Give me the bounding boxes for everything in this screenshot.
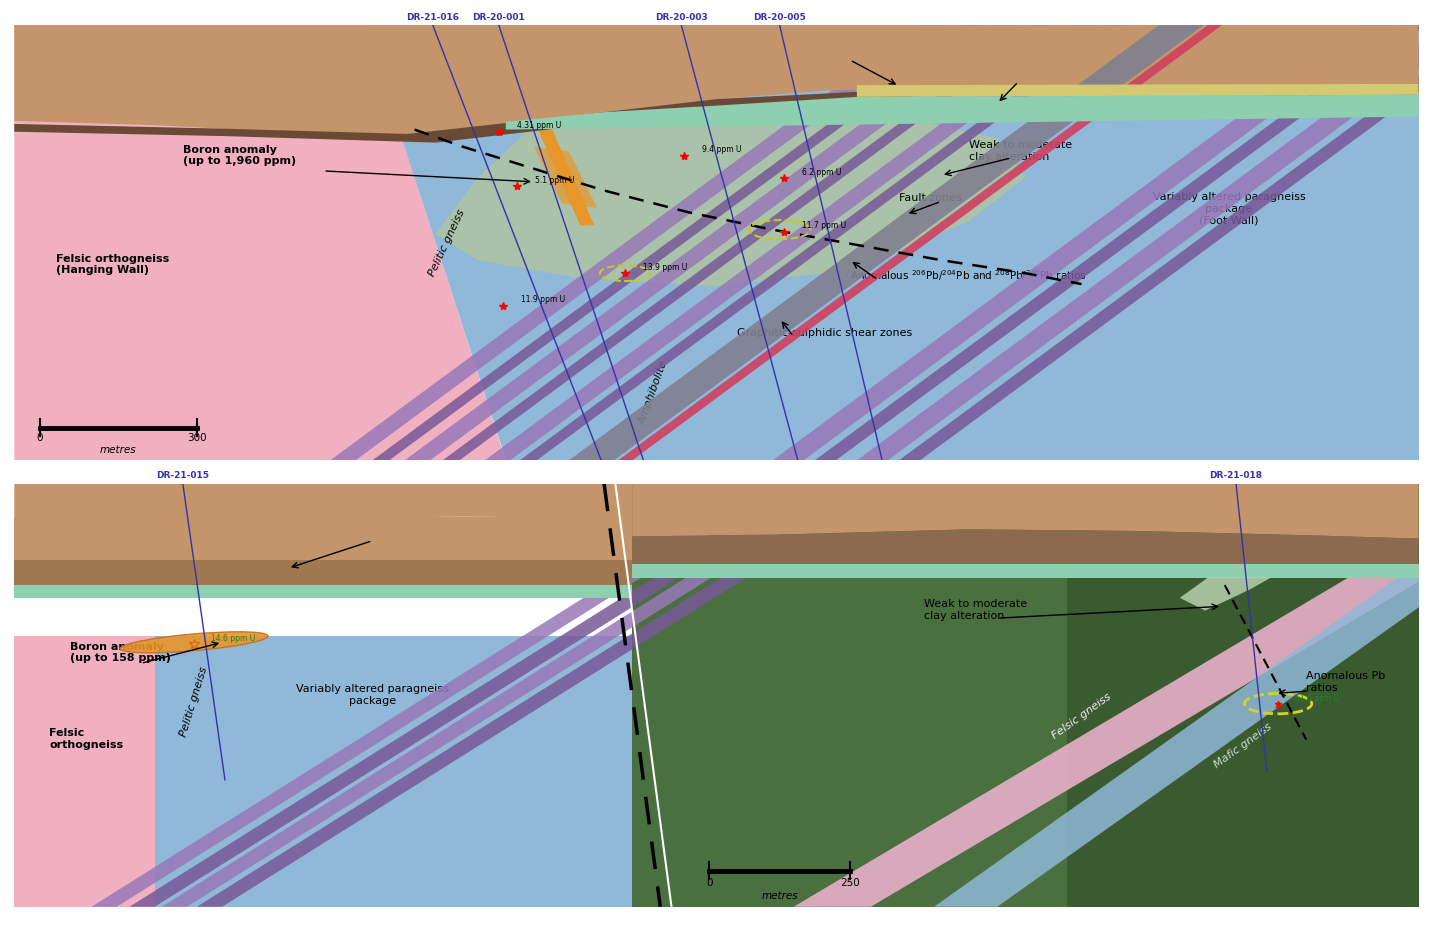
Text: Felsic gneiss: Felsic gneiss	[1050, 692, 1113, 741]
Text: DR-20-003: DR-20-003	[655, 13, 708, 21]
Text: 6.2 ppm U: 6.2 ppm U	[802, 167, 841, 177]
Polygon shape	[14, 517, 632, 560]
Text: WARRIOR CORRIDOR: WARRIOR CORRIDOR	[179, 485, 340, 499]
Polygon shape	[815, 25, 1426, 460]
Text: Graphitic-sulphidic shear zones: Graphitic-sulphidic shear zones	[738, 328, 912, 339]
Text: DR-20-001: DR-20-001	[472, 13, 525, 21]
Polygon shape	[1067, 578, 1419, 907]
Text: 61.0 ppm U: 61.0 ppm U	[1296, 694, 1340, 703]
Text: NE: NE	[1379, 38, 1397, 51]
Polygon shape	[14, 516, 632, 570]
Text: Winnipegosis Fm: Winnipegosis Fm	[1165, 65, 1260, 75]
Text: Diamictite: Diamictite	[664, 544, 721, 554]
Text: Variably altered paragneiss
package
(Foot Wall): Variably altered paragneiss package (Foo…	[1153, 192, 1306, 225]
Polygon shape	[14, 84, 1419, 142]
Text: Glacial overburden: Glacial overburden	[664, 508, 769, 517]
Text: DR-21-016: DR-21-016	[406, 13, 459, 21]
Text: Pelitic gneiss: Pelitic gneiss	[428, 207, 466, 278]
Polygon shape	[14, 25, 1419, 139]
Polygon shape	[130, 484, 829, 907]
Text: Felsic
orthogneiss: Felsic orthogneiss	[50, 728, 123, 751]
Polygon shape	[14, 636, 232, 907]
Text: 13.9 ppm U: 13.9 ppm U	[644, 262, 688, 272]
Polygon shape	[330, 25, 945, 460]
Polygon shape	[533, 147, 598, 208]
Text: 4.31 ppm U: 4.31 ppm U	[518, 121, 562, 130]
Text: metres: metres	[761, 891, 798, 901]
Text: 250: 250	[839, 878, 859, 887]
Text: 11.7 ppm U: 11.7 ppm U	[802, 221, 847, 231]
Polygon shape	[632, 564, 1419, 578]
Text: Boron anomaly
(up to 158 ppm): Boron anomaly (up to 158 ppm)	[70, 642, 172, 663]
Polygon shape	[569, 25, 1204, 460]
Text: 14.6 ppm U: 14.6 ppm U	[210, 634, 255, 643]
Text: Pelitic gneiss: Pelitic gneiss	[179, 665, 209, 737]
Text: Meadow Lake Fm: Meadow Lake Fm	[664, 564, 759, 573]
Text: Glacial overburden: Glacial overburden	[56, 65, 162, 75]
Text: Fault zones: Fault zones	[899, 193, 962, 204]
Text: Meadow Lake Fm: Meadow Lake Fm	[970, 100, 1065, 110]
Text: SW: SW	[36, 38, 59, 51]
Polygon shape	[366, 25, 1419, 460]
Polygon shape	[443, 25, 1050, 460]
Polygon shape	[14, 560, 632, 585]
Text: Anomalous Pb
ratios: Anomalous Pb ratios	[1306, 671, 1386, 693]
Polygon shape	[14, 25, 506, 460]
Polygon shape	[618, 25, 1223, 460]
Text: Anomalous $^{206}$Pb/$^{204}$Pb and $^{208}$Pb/$^{206}$Pb ratios: Anomalous $^{206}$Pb/$^{204}$Pb and $^{2…	[849, 268, 1087, 283]
Text: DR-20-005: DR-20-005	[754, 13, 807, 21]
Ellipse shape	[120, 631, 267, 653]
Polygon shape	[197, 484, 897, 907]
Text: Diamictite: Diamictite	[801, 52, 858, 62]
Text: 0: 0	[706, 878, 712, 887]
Text: Amphibolite: Amphibolite	[636, 360, 669, 426]
Polygon shape	[485, 25, 1100, 460]
Polygon shape	[772, 25, 1393, 460]
Text: metres: metres	[100, 445, 136, 455]
Text: NE: NE	[1374, 497, 1393, 510]
Polygon shape	[506, 95, 1419, 129]
Text: 9.4 ppm U: 9.4 ppm U	[702, 145, 742, 154]
Text: SW: SW	[36, 497, 59, 510]
Text: 0: 0	[36, 432, 43, 443]
Text: WARRIOR CORRIDOR: WARRIOR CORRIDOR	[619, 30, 814, 47]
Text: Felsic orthogneiss
(Hanging Wall): Felsic orthogneiss (Hanging Wall)	[56, 254, 170, 275]
Polygon shape	[899, 25, 1430, 460]
Polygon shape	[372, 25, 980, 460]
Text: DR-21-015: DR-21-015	[156, 472, 209, 480]
Polygon shape	[162, 484, 861, 907]
Polygon shape	[521, 25, 1127, 460]
Text: Winnipegosis Fm: Winnipegosis Fm	[287, 528, 382, 538]
Polygon shape	[934, 578, 1430, 907]
Text: 11.9 ppm U: 11.9 ppm U	[522, 296, 565, 304]
Polygon shape	[794, 578, 1426, 907]
Polygon shape	[14, 585, 632, 598]
Polygon shape	[538, 129, 595, 225]
Polygon shape	[14, 484, 632, 526]
Text: 5.1 ppm U: 5.1 ppm U	[535, 176, 575, 185]
Text: Weak to moderate
clay alteration: Weak to moderate clay alteration	[970, 140, 1072, 162]
Polygon shape	[154, 636, 632, 907]
Text: Weak to moderate
clay alteration: Weak to moderate clay alteration	[924, 600, 1027, 621]
Polygon shape	[632, 484, 1419, 538]
Polygon shape	[405, 25, 1020, 460]
Polygon shape	[857, 25, 1430, 460]
Text: SAINT CORRIDOR: SAINT CORRIDOR	[1014, 485, 1148, 499]
Text: Mafic gneiss: Mafic gneiss	[1213, 722, 1274, 770]
Text: Variably altered paragneiss
package: Variably altered paragneiss package	[296, 684, 449, 706]
Polygon shape	[14, 570, 632, 587]
Polygon shape	[632, 484, 1419, 907]
Text: DR-21-018: DR-21-018	[1210, 472, 1263, 480]
Polygon shape	[92, 484, 791, 907]
Polygon shape	[857, 84, 1419, 97]
Polygon shape	[14, 587, 632, 597]
Polygon shape	[632, 529, 1419, 564]
Text: Boron anomaly
(up to 1,960 ppm): Boron anomaly (up to 1,960 ppm)	[183, 145, 296, 166]
Polygon shape	[436, 108, 1025, 286]
Text: 300: 300	[187, 432, 207, 443]
Polygon shape	[1180, 578, 1271, 611]
